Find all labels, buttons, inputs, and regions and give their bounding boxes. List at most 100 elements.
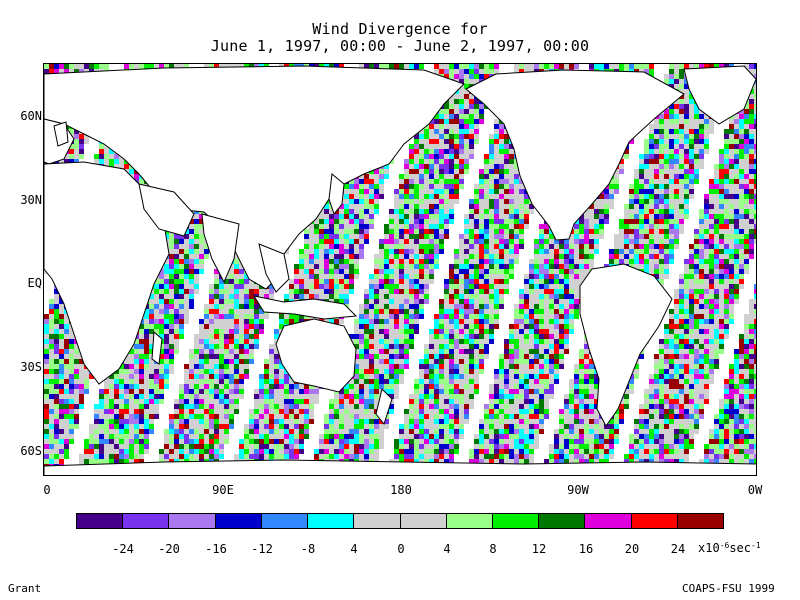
divergence-cell bbox=[369, 174, 374, 179]
divergence-cell bbox=[404, 264, 409, 269]
divergence-cell bbox=[399, 224, 404, 229]
divergence-cell bbox=[354, 189, 359, 194]
divergence-cell bbox=[554, 269, 559, 274]
divergence-cell bbox=[624, 214, 629, 219]
divergence-cell bbox=[729, 264, 734, 269]
divergence-cell bbox=[659, 189, 664, 194]
divergence-cell bbox=[449, 114, 454, 119]
divergence-cell bbox=[639, 254, 644, 259]
divergence-cell bbox=[469, 199, 474, 204]
divergence-cell bbox=[489, 264, 494, 269]
divergence-cell bbox=[409, 169, 414, 174]
map-title-line1: Wind Divergence for bbox=[312, 20, 488, 38]
divergence-cell bbox=[494, 184, 499, 189]
divergence-cell bbox=[749, 179, 754, 184]
divergence-cell bbox=[749, 244, 754, 249]
divergence-cell bbox=[344, 189, 349, 194]
divergence-cell bbox=[559, 269, 564, 274]
divergence-cell bbox=[434, 264, 439, 269]
divergence-cell bbox=[514, 249, 519, 254]
divergence-cell bbox=[374, 264, 379, 269]
divergence-cell bbox=[429, 204, 434, 209]
divergence-cell bbox=[529, 269, 534, 274]
divergence-cell bbox=[629, 204, 634, 209]
divergence-cell bbox=[439, 169, 444, 174]
divergence-cell bbox=[494, 234, 499, 239]
divergence-cell bbox=[679, 154, 684, 159]
divergence-cell bbox=[484, 174, 489, 179]
divergence-cell bbox=[324, 259, 329, 264]
divergence-cell bbox=[484, 159, 489, 164]
divergence-cell bbox=[674, 64, 679, 69]
divergence-cell bbox=[424, 169, 429, 174]
divergence-cell bbox=[724, 194, 729, 199]
divergence-cell bbox=[714, 269, 719, 274]
divergence-cell bbox=[179, 244, 184, 249]
map-title-line2: June 1, 1997, 00:00 - June 2, 1997, 00:0… bbox=[210, 37, 590, 55]
divergence-cell bbox=[199, 229, 204, 234]
divergence-cell bbox=[549, 234, 554, 239]
divergence-cell bbox=[424, 194, 429, 199]
divergence-cell bbox=[724, 189, 729, 194]
divergence-cell bbox=[474, 64, 479, 69]
divergence-cell bbox=[419, 219, 424, 224]
divergence-cell bbox=[309, 254, 314, 259]
divergence-cell bbox=[449, 269, 454, 274]
divergence-cell bbox=[464, 214, 469, 219]
divergence-cell bbox=[414, 229, 419, 234]
divergence-cell bbox=[399, 174, 404, 179]
divergence-cell bbox=[374, 169, 379, 174]
divergence-cell bbox=[739, 209, 744, 214]
divergence-cell bbox=[664, 214, 669, 219]
divergence-cell bbox=[89, 64, 94, 69]
divergence-cell bbox=[399, 194, 404, 199]
divergence-cell bbox=[754, 84, 756, 89]
divergence-cell bbox=[744, 229, 749, 234]
divergence-cell bbox=[439, 189, 444, 194]
divergence-cell bbox=[359, 174, 364, 179]
divergence-cell bbox=[509, 204, 514, 209]
divergence-cell bbox=[464, 109, 469, 114]
divergence-cell bbox=[389, 234, 394, 239]
divergence-cell bbox=[419, 259, 424, 264]
divergence-cell bbox=[354, 184, 359, 189]
divergence-cell bbox=[399, 209, 404, 214]
divergence-cell bbox=[374, 184, 379, 189]
divergence-cell bbox=[449, 144, 454, 149]
divergence-cell bbox=[719, 159, 724, 164]
divergence-cell bbox=[599, 234, 604, 239]
divergence-cell bbox=[659, 234, 664, 239]
divergence-cell bbox=[454, 99, 459, 104]
divergence-cell bbox=[479, 189, 484, 194]
divergence-cell bbox=[639, 169, 644, 174]
divergence-cell bbox=[634, 64, 639, 69]
divergence-cell bbox=[189, 264, 194, 269]
divergence-cell bbox=[729, 179, 734, 184]
divergence-cell bbox=[449, 64, 454, 69]
divergence-cell bbox=[659, 174, 664, 179]
divergence-cell bbox=[424, 234, 429, 239]
divergence-cell bbox=[369, 184, 374, 189]
divergence-cell bbox=[754, 129, 756, 134]
divergence-cell bbox=[484, 269, 489, 274]
divergence-cell bbox=[689, 114, 694, 119]
divergence-cell bbox=[719, 264, 724, 269]
divergence-cell bbox=[624, 154, 629, 159]
divergence-cell bbox=[199, 239, 204, 244]
divergence-cell bbox=[479, 74, 484, 79]
divergence-cell bbox=[354, 229, 359, 234]
divergence-cell bbox=[199, 224, 204, 229]
divergence-cell bbox=[434, 189, 439, 194]
divergence-cell bbox=[169, 259, 174, 264]
divergence-cell bbox=[644, 244, 649, 249]
divergence-cell bbox=[494, 124, 499, 129]
divergence-cell bbox=[439, 229, 444, 234]
divergence-cell bbox=[464, 249, 469, 254]
divergence-cell bbox=[489, 234, 494, 239]
divergence-cell bbox=[749, 94, 754, 99]
divergence-cell bbox=[704, 224, 709, 229]
divergence-cell bbox=[469, 249, 474, 254]
divergence-cell bbox=[339, 249, 344, 254]
divergence-cell bbox=[754, 149, 756, 154]
divergence-cell bbox=[424, 204, 429, 209]
